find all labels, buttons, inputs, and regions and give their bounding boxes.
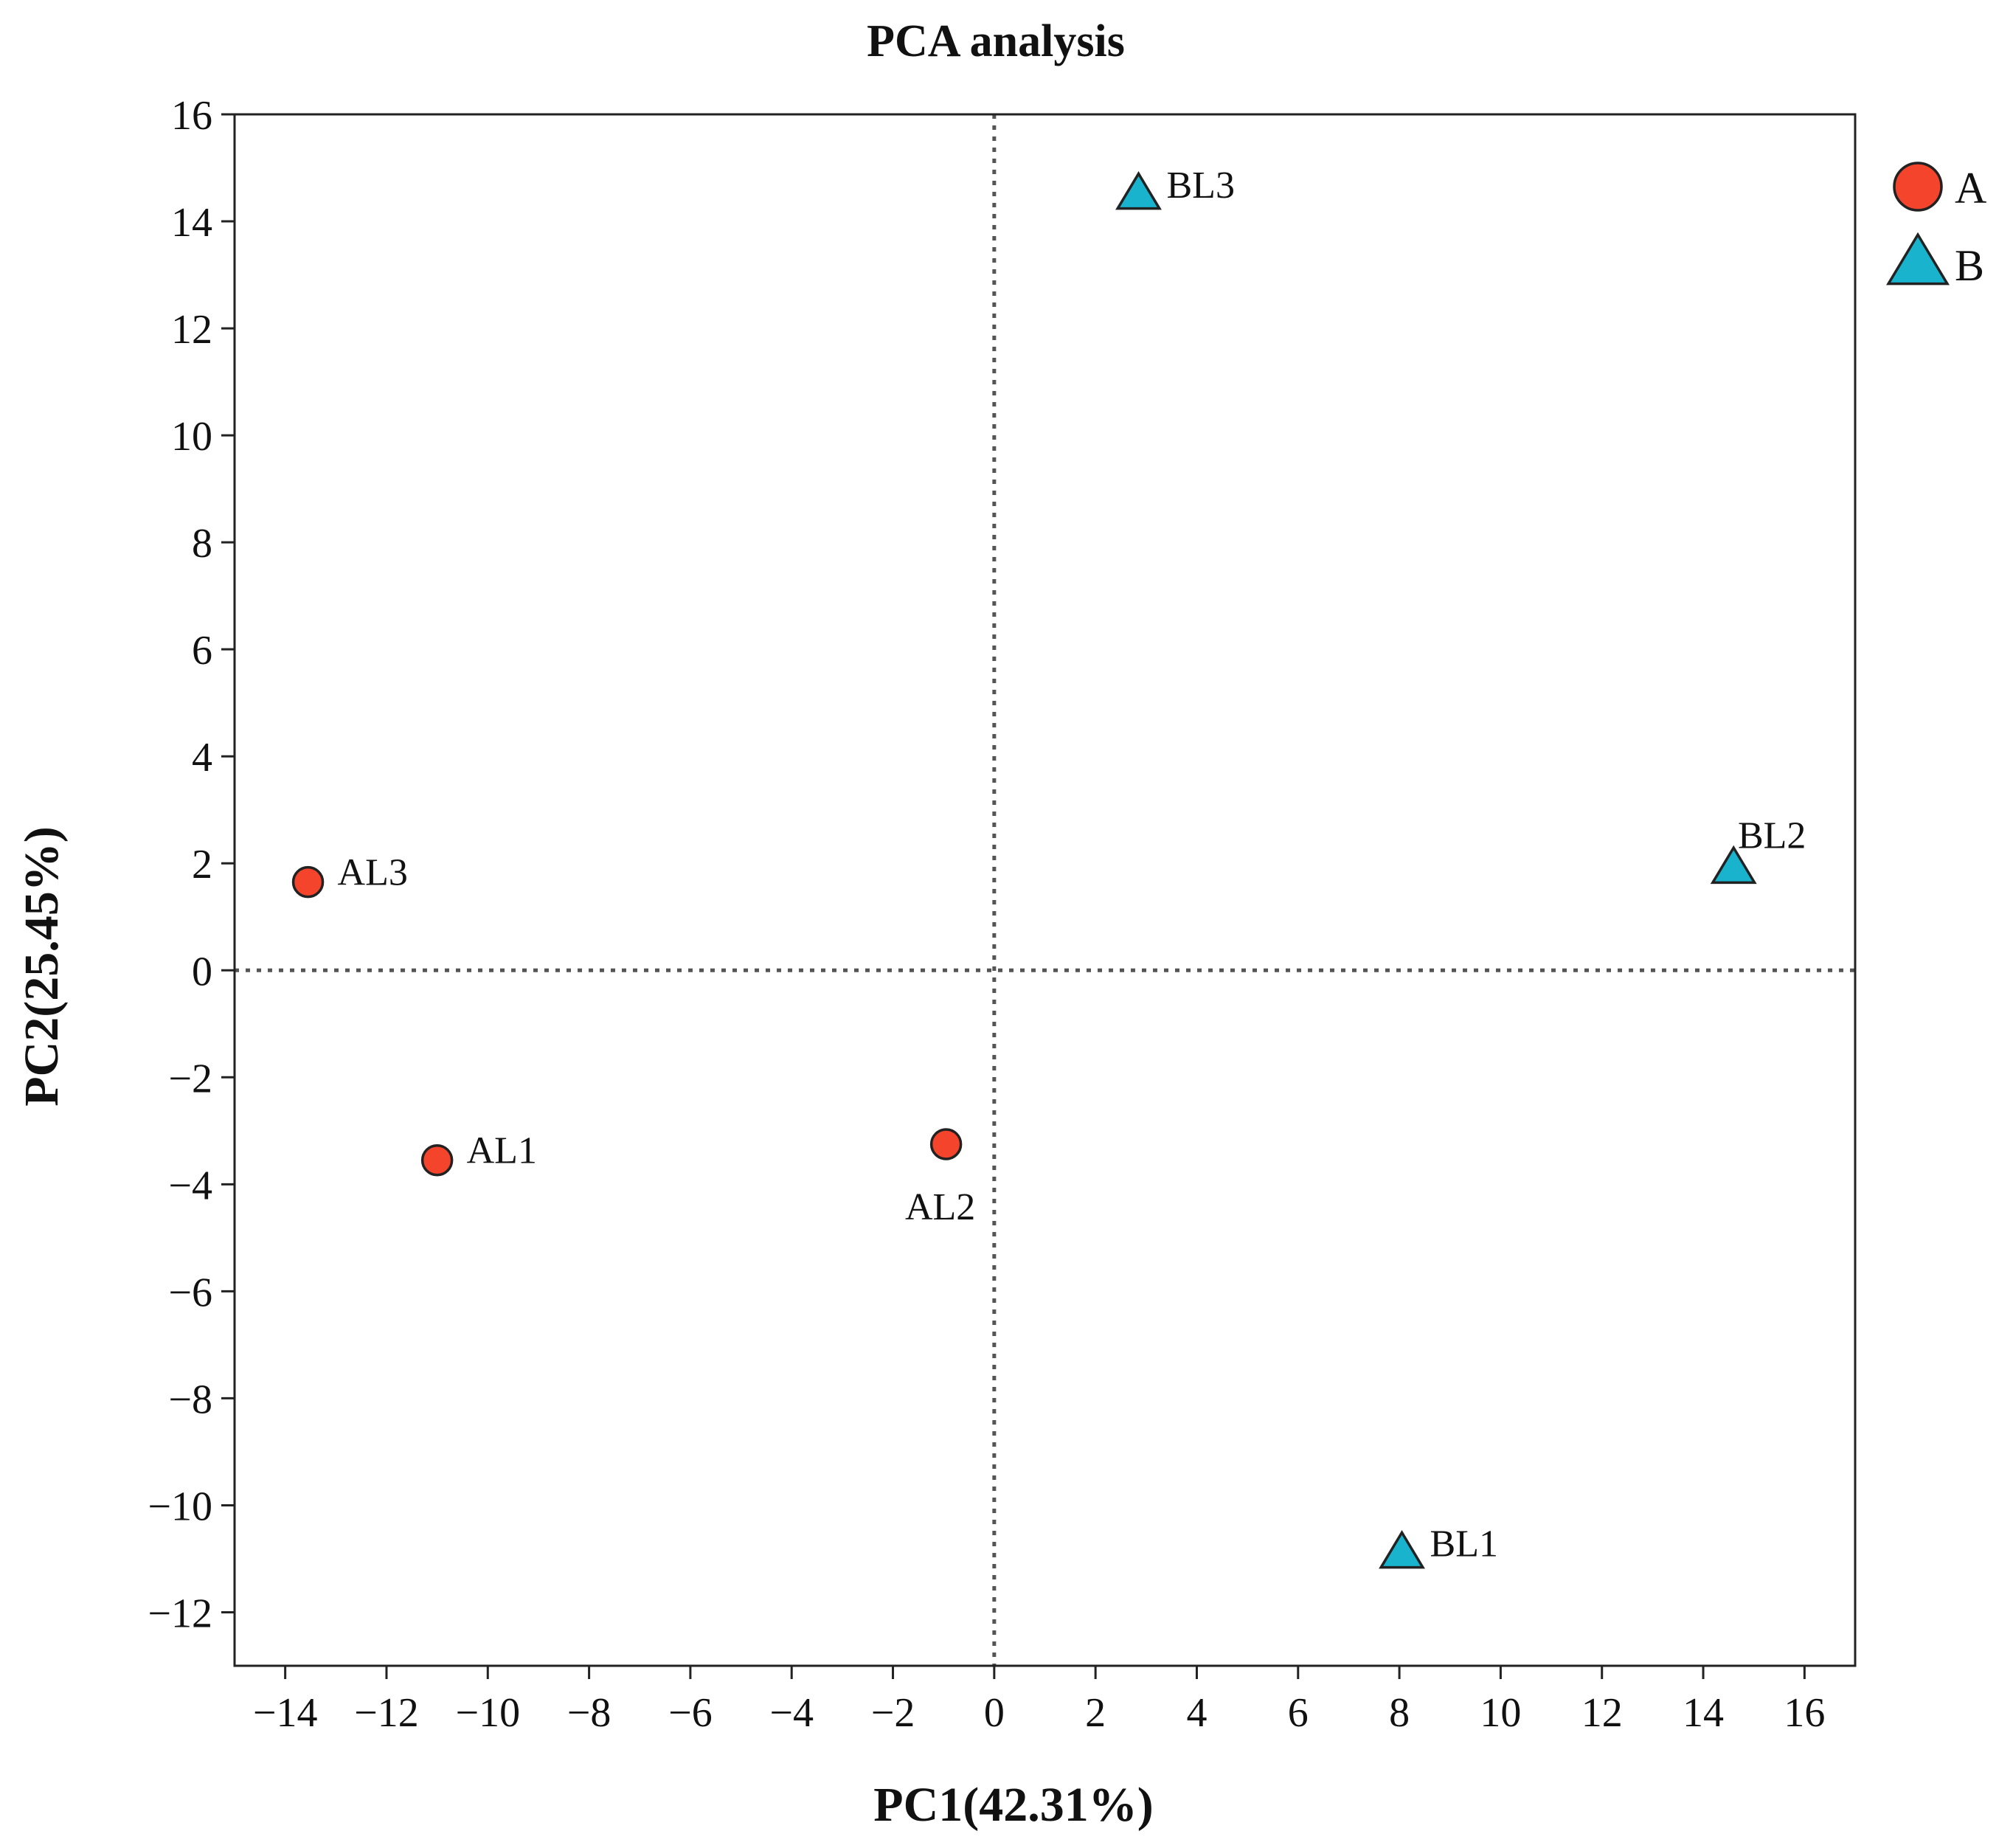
- x-tick-label: 10: [1480, 1690, 1521, 1736]
- point-label-bl2: BL2: [1738, 814, 1806, 856]
- x-tick-label: 12: [1581, 1690, 1623, 1736]
- data-point-bl2: [1710, 845, 1757, 885]
- plot-frame: [233, 113, 1857, 1667]
- legend-marker-a: [1893, 162, 1943, 212]
- y-tick-label: 6: [192, 628, 212, 674]
- data-point-al3: [291, 865, 325, 899]
- y-tick-label: 12: [171, 307, 212, 353]
- y-tick-label: −2: [168, 1056, 212, 1101]
- y-tick-label: −12: [148, 1591, 212, 1636]
- y-tick-label: 16: [171, 93, 212, 139]
- y-tick-label: 8: [192, 521, 212, 567]
- x-tick-label: −10: [455, 1690, 520, 1736]
- x-tick-label: 14: [1683, 1690, 1724, 1736]
- legend-marker-b: [1886, 232, 1950, 285]
- data-point-bl1: [1379, 1529, 1425, 1569]
- point-label-bl1: BL1: [1430, 1523, 1498, 1565]
- x-tick-label: −2: [871, 1690, 915, 1736]
- x-tick-label: 8: [1389, 1690, 1410, 1736]
- chart-title: PCA analysis: [867, 16, 1125, 66]
- y-tick-label: 0: [192, 949, 212, 994]
- x-tick-label: −12: [354, 1690, 419, 1736]
- y-tick-label: 4: [192, 735, 212, 781]
- x-axis-label: PC1(42.31%): [873, 1778, 1153, 1832]
- point-label-al1: AL1: [467, 1130, 537, 1172]
- legend-label-a: A: [1955, 164, 1986, 212]
- y-tick-label: −6: [168, 1270, 212, 1315]
- y-tick-label: −8: [168, 1377, 212, 1422]
- x-tick-label: 4: [1186, 1690, 1207, 1736]
- y-tick-label: 10: [171, 414, 212, 460]
- point-label-al3: AL3: [338, 852, 408, 894]
- y-tick-label: 2: [192, 842, 212, 887]
- x-tick-label: −4: [769, 1690, 814, 1736]
- x-tick-label: 2: [1085, 1690, 1106, 1736]
- data-point-al2: [929, 1128, 963, 1160]
- data-point-al1: [420, 1143, 454, 1177]
- point-label-al2: AL2: [905, 1186, 975, 1228]
- x-tick-label: 6: [1288, 1690, 1309, 1736]
- y-tick-label: −4: [168, 1163, 212, 1208]
- plot-area: −14 −12 −10 −8 −6 −4 −2 0 2 4 6 8 10 12 14 16 −12 −10 −8 −6…: [148, 93, 1857, 1736]
- x-tick-label: −6: [668, 1690, 713, 1736]
- x-tick-label: 16: [1784, 1690, 1825, 1736]
- x-tick-label: −14: [253, 1690, 318, 1736]
- point-label-bl3: BL3: [1167, 165, 1235, 207]
- x-tick-label: 0: [984, 1690, 1005, 1736]
- x-tick-label: −8: [567, 1690, 611, 1736]
- y-tick-label: 14: [171, 200, 212, 246]
- legend: AB: [1886, 162, 1986, 290]
- y-axis-label: PC2(25.45%): [15, 826, 69, 1106]
- legend-label-b: B: [1955, 241, 1984, 290]
- y-tick-label: −10: [148, 1484, 212, 1529]
- data-point-bl3: [1115, 171, 1162, 210]
